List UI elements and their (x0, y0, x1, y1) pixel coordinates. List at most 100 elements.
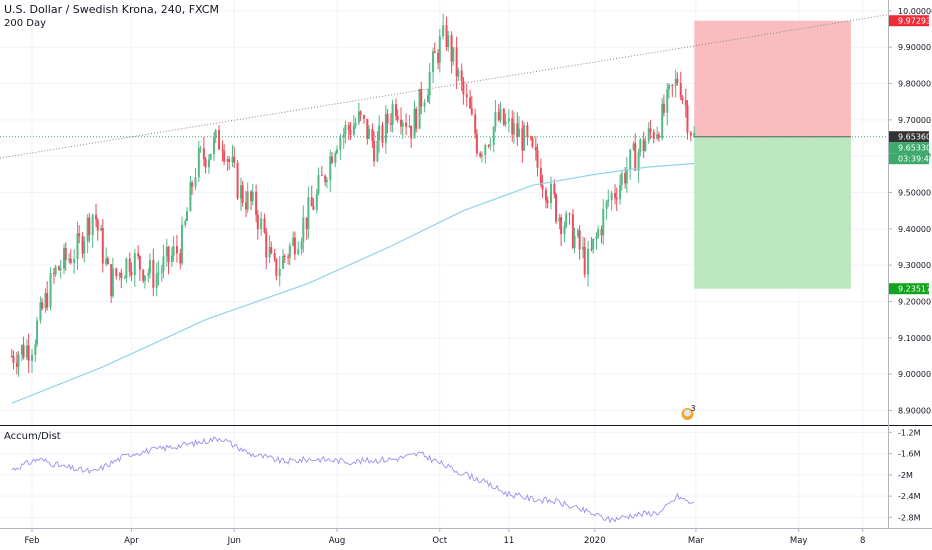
candle-body (282, 255, 285, 269)
candle-body (657, 134, 660, 139)
candle-body (268, 247, 271, 258)
candle-body (686, 105, 689, 133)
candle-body (637, 152, 640, 171)
candle-body (679, 82, 682, 98)
candle-body (287, 256, 290, 258)
price-tick-label: 9.30000 (898, 261, 931, 270)
candle-body (602, 208, 605, 236)
chart-title: U.S. Dollar / Swedish Krona, 240, FXCM (4, 3, 219, 16)
candle-body (534, 146, 537, 151)
indicator-tick-label: -2M (898, 471, 913, 480)
price-label-text: 9.65330 (898, 144, 931, 153)
candle-body (634, 143, 637, 171)
candle-body (674, 78, 677, 86)
candle-body (615, 197, 618, 200)
flag-icon (683, 409, 691, 417)
candle-body (642, 139, 645, 152)
candle-body (155, 274, 158, 288)
candle-body (273, 253, 276, 259)
candle-body (428, 71, 431, 96)
indicator-tick-label: -1.2M (898, 428, 921, 437)
candle-body (36, 320, 39, 345)
candle-body (212, 137, 215, 155)
candle-body (418, 88, 421, 129)
candle-body (143, 275, 146, 281)
candle-body (76, 233, 79, 260)
candle-body (394, 104, 397, 116)
candle-body (507, 118, 510, 122)
candle-body (152, 260, 155, 288)
price-label-text: 9.97293 (898, 17, 931, 26)
candle-body (34, 344, 37, 355)
candle-body (293, 237, 296, 255)
candle-body (423, 102, 426, 107)
candle-body (115, 268, 118, 277)
candle-body (69, 258, 72, 263)
candle-body (523, 125, 526, 151)
candle-body (209, 154, 212, 160)
candle-body (511, 118, 514, 135)
candle-body (349, 129, 352, 135)
price-axis[interactable]: 8.90000 9.00000 9.10000 9.20000 9.30000 9.400… (888, 7, 932, 416)
candle-body (278, 268, 281, 276)
candle-body (549, 183, 552, 203)
indicator-axis[interactable]: -1.2M -1.6M -2M -2.4M -2.8M (888, 428, 921, 522)
price-tick-label: 10.00000 (898, 7, 932, 16)
candle-body (106, 258, 109, 265)
candle-body (610, 193, 613, 200)
stop-loss-zone[interactable] (694, 20, 851, 137)
candle-body (442, 25, 445, 37)
price-label-tag (889, 283, 929, 295)
candle-body (544, 189, 547, 201)
candle-body (120, 272, 123, 279)
price-tick-label: 9.50000 (898, 189, 931, 198)
candle-body (512, 123, 515, 135)
time-tick-label: Oct (432, 536, 447, 546)
price-label-text: 03:39:46 (898, 155, 932, 164)
candle-body (339, 137, 342, 150)
candle-body (684, 100, 687, 106)
candle-body (368, 128, 371, 139)
time-tick-label: 8 (860, 536, 865, 546)
candle-body (44, 292, 47, 309)
candle-body (68, 258, 71, 261)
candle-body (576, 230, 579, 236)
take-profit-zone[interactable] (694, 136, 851, 289)
candle-body (568, 213, 571, 215)
candle-body (373, 140, 376, 162)
events-badge[interactable]: 3 (681, 404, 696, 420)
candle-body (100, 227, 103, 231)
candle-body (465, 94, 468, 98)
candle-body (479, 153, 482, 157)
candle-body (644, 141, 647, 152)
candle-body (39, 302, 42, 321)
candle-body (667, 84, 670, 90)
candle-body (578, 230, 581, 250)
price-tick-label: 9.20000 (898, 297, 931, 306)
candle-body (46, 292, 49, 308)
candle-body (389, 123, 392, 125)
price-tick-label: 9.00000 (898, 370, 931, 379)
price-tick-label: 9.80000 (898, 80, 931, 89)
candle-body (223, 150, 226, 162)
candle-body (583, 246, 586, 275)
time-tick-label: Aug (329, 536, 346, 546)
indicator-tick-label: -1.6M (898, 450, 921, 459)
price-label-tag (889, 142, 929, 154)
candle-body (457, 70, 460, 77)
candle-body (587, 248, 590, 275)
candle-body (529, 136, 532, 138)
candle-body (317, 175, 320, 194)
candle-body (647, 128, 650, 142)
candle-body (600, 229, 603, 236)
candle-body (214, 130, 217, 138)
candle-body (162, 256, 165, 272)
candle-body (329, 156, 332, 181)
candle-body (620, 173, 623, 185)
price-tick-label: 9.70000 (898, 116, 931, 125)
time-axis[interactable]: Feb Apr Jun Aug Oct 11 2020 Mar May 8 (24, 528, 865, 546)
time-tick-label: Mar (688, 536, 705, 546)
candle-body (160, 271, 163, 273)
candle-body (487, 145, 490, 147)
